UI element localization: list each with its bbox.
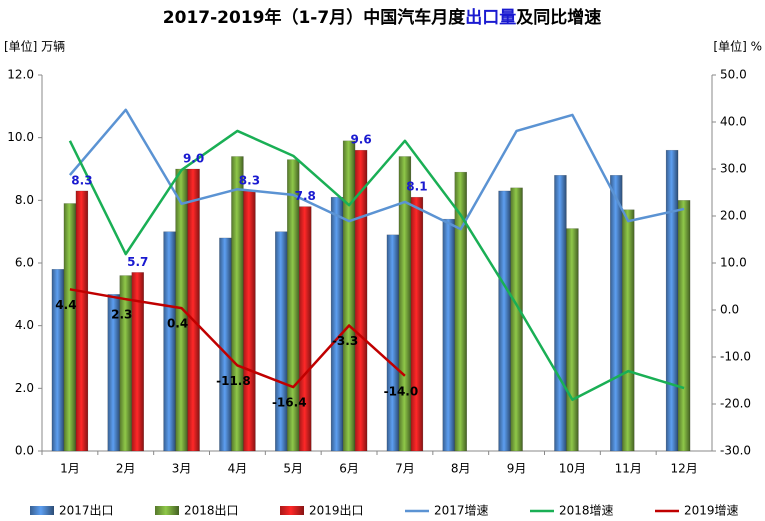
y-tick-label: 2.0 xyxy=(15,381,34,395)
bar xyxy=(410,196,424,452)
y-tick-label: 0.0 xyxy=(15,444,34,458)
x-tick-label: 6月 xyxy=(339,462,359,476)
legend-swatch xyxy=(30,506,54,515)
bar xyxy=(610,175,623,452)
bar xyxy=(398,156,412,452)
legend-label: 2017增速 xyxy=(434,504,489,518)
y2-tick-label: 50.0 xyxy=(720,68,747,82)
bar xyxy=(330,196,344,452)
x-tick-label: 7月 xyxy=(395,462,415,476)
chart-title: 2017-2019年（1-7月）中国汽车月度出口量及同比增速 xyxy=(163,7,601,28)
legend-label: 2018出口 xyxy=(184,504,239,518)
y2-tick-label: -20.0 xyxy=(720,397,751,411)
data-label: -16.4 xyxy=(272,396,307,410)
bar xyxy=(454,171,467,452)
bar xyxy=(231,156,244,452)
y2-tick-label: 20.0 xyxy=(720,209,747,223)
y-tick-label: 8.0 xyxy=(15,193,34,207)
x-tick-label: 4月 xyxy=(228,462,248,476)
bar xyxy=(131,272,144,452)
data-label: 0.4 xyxy=(167,317,188,331)
data-label: 5.7 xyxy=(127,255,148,269)
legend-swatch xyxy=(280,506,304,515)
bar xyxy=(677,200,691,452)
title-part: 及同比增速 xyxy=(516,7,601,28)
x-tick-label: 1月 xyxy=(60,462,80,476)
data-label: -3.3 xyxy=(332,334,358,348)
bar xyxy=(63,203,77,452)
y2-tick-label: -10.0 xyxy=(720,350,751,364)
x-tick-label: 9月 xyxy=(507,462,527,476)
x-tick-label: 12月 xyxy=(670,462,697,476)
bar xyxy=(554,175,567,452)
y2-tick-label: 10.0 xyxy=(720,256,747,270)
title-part: 出口量 xyxy=(465,7,516,28)
bar xyxy=(219,237,232,452)
legend-swatch xyxy=(155,506,179,515)
y-tick-label: 12.0 xyxy=(7,68,34,82)
x-tick-label: 11月 xyxy=(615,462,642,476)
line xyxy=(68,129,685,402)
data-label: 4.4 xyxy=(55,298,76,312)
x-tick-label: 3月 xyxy=(172,462,192,476)
y2-axis-label: [单位] % xyxy=(713,39,762,54)
y-tick-label: 4.0 xyxy=(15,318,34,332)
bar xyxy=(442,218,455,452)
data-label: -11.8 xyxy=(216,374,251,388)
bar xyxy=(354,149,368,452)
legend-label: 2017出口 xyxy=(59,504,114,518)
legend-label: 2018增速 xyxy=(559,504,614,518)
x-tick-label: 8月 xyxy=(451,462,471,476)
x-tick-label: 5月 xyxy=(283,462,303,476)
y-tick-label: 6.0 xyxy=(15,256,34,270)
bar xyxy=(665,149,679,452)
bar xyxy=(175,168,188,452)
bar xyxy=(566,228,579,452)
y2-tick-label: -30.0 xyxy=(720,444,751,458)
y2-tick-label: 30.0 xyxy=(720,162,747,176)
bar xyxy=(622,209,635,452)
data-label: 8.3 xyxy=(71,173,92,187)
data-label: 9.6 xyxy=(350,133,371,147)
data-label: 9.0 xyxy=(183,152,204,166)
bar xyxy=(342,140,356,452)
y-axis-label: [单位] 万辆 xyxy=(4,39,65,54)
bar xyxy=(119,275,132,452)
data-label: -14.0 xyxy=(384,384,419,398)
data-label: 8.3 xyxy=(239,173,260,187)
legend-label: 2019增速 xyxy=(684,504,739,518)
bar xyxy=(243,190,256,452)
bar xyxy=(510,187,523,452)
bar xyxy=(498,190,511,452)
bar xyxy=(75,190,89,452)
x-tick-label: 2月 xyxy=(116,462,136,476)
y-tick-label: 10.0 xyxy=(7,130,34,144)
data-label: 8.1 xyxy=(406,180,427,194)
x-tick-label: 10月 xyxy=(559,462,586,476)
legend-label: 2019出口 xyxy=(309,504,364,518)
bar xyxy=(275,231,288,452)
title-part: 2017-2019年（1-7月）中国汽车月度 xyxy=(163,7,466,28)
bar xyxy=(163,231,176,452)
line xyxy=(69,288,406,389)
bar xyxy=(386,234,400,452)
data-label: 7.8 xyxy=(295,189,316,203)
y2-tick-label: 40.0 xyxy=(720,115,747,129)
bar xyxy=(299,206,312,452)
bar xyxy=(51,269,65,452)
line xyxy=(68,108,685,231)
bar xyxy=(187,168,200,452)
y2-tick-label: 0.0 xyxy=(720,303,739,317)
data-label: 2.3 xyxy=(111,308,132,322)
